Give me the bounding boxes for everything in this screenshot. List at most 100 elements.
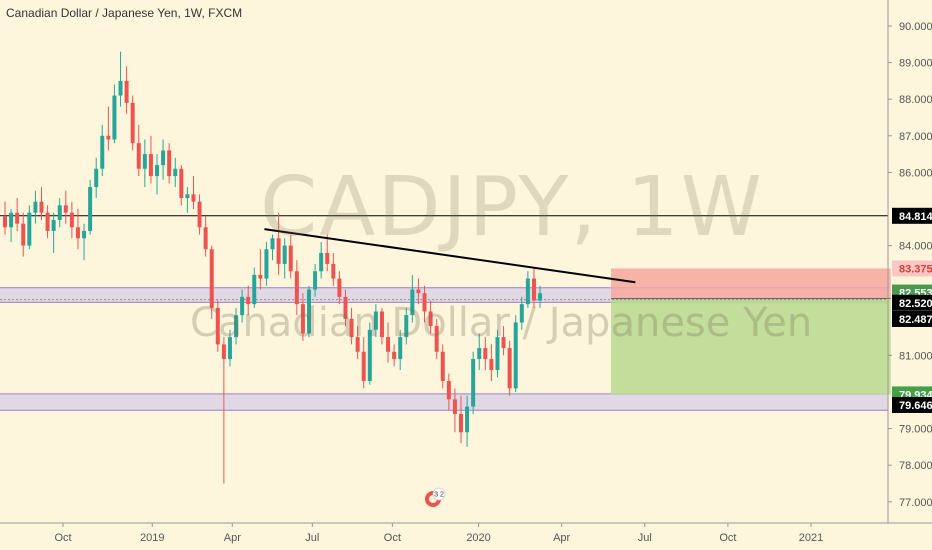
x-tick-label-6: Apr	[553, 532, 570, 544]
candle-body-5	[33, 201, 38, 213]
name-watermark: Canadian Dollar / Japanese Yen	[190, 300, 813, 346]
candle-body-24	[148, 154, 153, 177]
x-tick-label-5: 2020	[466, 532, 490, 544]
candle-body-60	[367, 329, 372, 382]
price-label-bg-0	[892, 207, 932, 224]
price-label-6: 79.646	[899, 400, 932, 412]
y-tick-label-2: 88.000	[899, 94, 932, 106]
x-tick-label-2: Apr	[224, 532, 241, 544]
candle-body-67	[410, 289, 415, 316]
x-tick-label-0: Oct	[54, 532, 71, 544]
candle-body-75	[459, 413, 463, 433]
y-tick-label-9: 77.000	[899, 497, 932, 509]
candle-body-10	[63, 205, 68, 213]
candle-body-39	[240, 296, 245, 316]
candle-body-87	[531, 278, 536, 301]
candle-body-14	[88, 187, 93, 231]
x-tick-label-8: Oct	[719, 532, 736, 544]
candle-body-83	[507, 348, 512, 389]
candle-body-72	[440, 351, 445, 382]
x-tick-label-9: 2021	[799, 532, 823, 544]
candle-body-79	[483, 348, 488, 360]
horizontal-lines	[0, 215, 888, 301]
earnings-event-icon[interactable]: 3 2	[424, 487, 446, 509]
trendline-segment	[264, 228, 636, 284]
price-axis[interactable]: 90.000 89.000 88.000 87.000 86.000 84.000 81.0…	[888, 21, 932, 509]
candle-body-62	[379, 311, 384, 338]
candle-body-42	[258, 274, 263, 279]
trendline[interactable]	[264, 228, 636, 284]
stop-loss-area	[611, 268, 891, 299]
candle-body-54	[331, 263, 336, 279]
candle-body-34	[209, 249, 214, 308]
price-label-bg-3	[892, 294, 932, 311]
candle-body-48	[294, 271, 299, 305]
candle-body-44	[270, 238, 275, 250]
candle-body-25	[155, 165, 159, 177]
candle-body-38	[234, 315, 239, 338]
candles	[3, 51, 543, 484]
x-tick-label-3: Jul	[305, 532, 319, 544]
candle-body-37	[227, 337, 232, 360]
y-tick-label-8: 78.000	[899, 460, 932, 472]
price-label-0: 84.814	[899, 211, 932, 223]
y-tick-label-4: 86.000	[899, 167, 932, 179]
candle-body-7	[45, 212, 50, 231]
candle-body-32	[197, 201, 202, 228]
price-label-3: 82.520	[899, 298, 932, 310]
candle-body-76	[465, 406, 470, 433]
candle-body-35	[215, 307, 220, 345]
candle-body-6	[39, 201, 44, 213]
candle-body-66	[404, 315, 409, 338]
price-label-4: 82.487	[899, 314, 932, 326]
candle-body-23	[142, 154, 147, 169]
candle-body-27	[167, 150, 172, 177]
candle-body-84	[513, 322, 518, 389]
candle-body-78	[477, 348, 482, 360]
candle-body-59	[361, 351, 366, 382]
candle-body-18	[112, 95, 117, 140]
candle-body-20	[124, 80, 129, 103]
candle-body-17	[106, 135, 111, 140]
candle-body-45	[276, 238, 281, 264]
candle-body-85	[519, 304, 524, 323]
candle-body-1	[9, 212, 14, 228]
candle-body-81	[495, 337, 500, 371]
candle-body-49	[300, 304, 305, 334]
candle-body-11	[69, 212, 74, 228]
candle-body-63	[386, 337, 391, 352]
candle-body-43	[264, 249, 269, 279]
candle-body-53	[325, 252, 330, 264]
take-profit-area	[611, 298, 891, 395]
candle-body-71	[434, 326, 439, 352]
candle-body-61	[373, 311, 378, 330]
candle-body-19	[118, 80, 123, 96]
candle-body-2	[15, 212, 20, 224]
candle-body-68	[416, 289, 421, 294]
y-tick-label-6: 81.000	[899, 350, 932, 362]
y-tick-label-5: 84.000	[899, 241, 932, 253]
candle-body-86	[525, 278, 530, 305]
candle-body-30	[185, 194, 190, 199]
candle-body-74	[452, 399, 457, 414]
time-axis[interactable]: Oct 2019 Apr Jul Oct 2020 Apr Jul Oct 2021	[54, 523, 823, 544]
candle-body-65	[398, 337, 403, 360]
x-tick-label-4: Oct	[384, 532, 401, 544]
price-label-bg-1	[892, 260, 932, 277]
price-label-bg-6	[892, 396, 932, 413]
position-tool[interactable]	[611, 268, 891, 395]
candle-body-21	[130, 102, 135, 144]
y-tick-label-0: 90.000	[899, 21, 932, 33]
candle-body-47	[288, 245, 293, 272]
price-label-1: 83.375	[899, 263, 932, 275]
candle-body-80	[489, 359, 494, 371]
candle-body-0	[3, 216, 7, 228]
candle-body-16	[100, 135, 105, 169]
price-label-bg-4	[892, 310, 932, 327]
event-count: 3 2	[434, 492, 444, 499]
price-labels: 84.81483.37582.55382.52082.48779.93479.6…	[892, 207, 932, 413]
candle-body-26	[161, 150, 166, 166]
candle-body-46	[282, 245, 287, 264]
candle-body-36	[221, 344, 226, 360]
